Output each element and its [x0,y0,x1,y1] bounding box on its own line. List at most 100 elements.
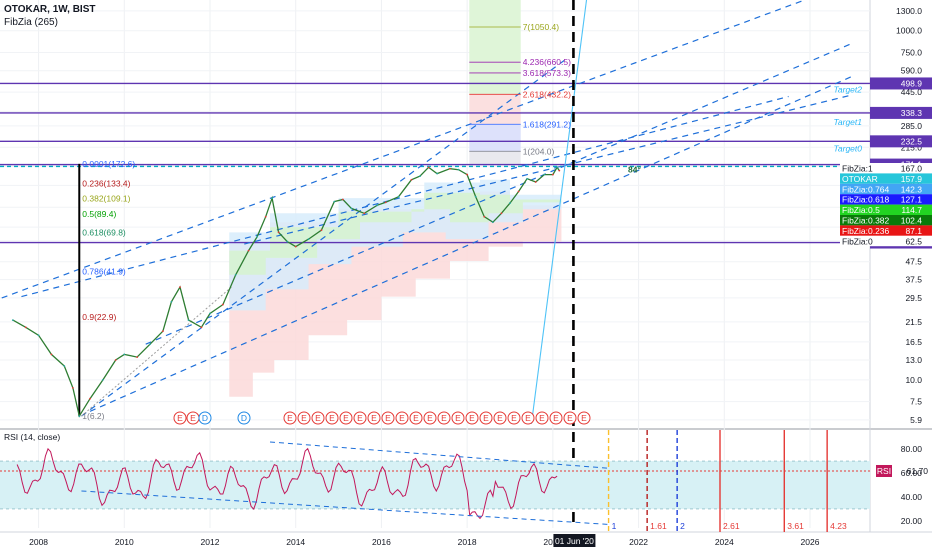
purple-tag: 232.5 [901,136,923,146]
price-point [256,235,259,238]
fib-ext-label: 2.618(432.2) [523,89,571,99]
event-badge-circle [311,411,325,425]
rsi-tick: 20.00 [901,516,923,526]
event-badge-circle [381,411,395,425]
rsi-pane: 1 1.61 2 2.61 3.61 4.23 80.00 60.00 40.00 20.00 RS… [0,430,928,532]
event-badge: E [186,411,200,425]
rsi-line [16,447,558,520]
event-badge: E [423,411,437,425]
price-tag-name: FibZia:0.236 [842,226,890,236]
fib-ext-label: 4.236(660.5) [523,57,571,67]
year-tick: 2024 [715,537,734,547]
year-tick: 2012 [201,537,220,547]
event-badge-circle [395,411,409,425]
time-axis: 2008 2010 2012 2014 2016 2018 2020 2022 2024 2026… [29,534,820,547]
event-badge-text: E [567,413,573,423]
rsi-tag-value: 61.70 [907,466,929,476]
price-point [534,181,537,183]
price-point [221,303,224,306]
event-badge-text: E [511,413,517,423]
event-badge-text: D [241,413,247,423]
price-point [397,195,400,198]
event-badge-text: E [329,413,335,423]
time-mark-label: 3.61 [787,521,804,531]
event-badge-circle [283,411,297,425]
price-tag-bg [840,204,932,215]
price-tick: 1000.0 [896,26,922,36]
event-badge-circle [535,411,549,425]
price-point [294,245,297,248]
event-badge-text: E [315,413,321,423]
price-point [234,273,237,276]
event-badge: E [535,411,549,425]
price-tag-value: 62.5 [905,236,922,246]
price-point [78,415,81,418]
time-mark-label: 2 [680,521,685,531]
price-tag-name: FibZia:0.618 [842,195,890,205]
fib-ext-label: 1.618(291.2) [523,119,571,129]
price-point [558,169,561,172]
fibzia-band-1 [229,179,562,355]
event-badge: E [283,411,297,425]
price-point [63,365,66,367]
price-point [449,167,451,170]
price-point [11,319,14,321]
fib-label: 0.236(133.4) [82,178,130,188]
event-badge-circle [479,411,493,425]
fib-labels: 0.0001(172.6) 0.236(133.4) 0.382(109.1) 0.5… [82,22,862,425]
event-badge-circle [297,411,311,425]
event-badge-circle [173,411,187,425]
price-point [123,353,126,356]
event-badge-text: E [177,413,183,423]
angle-label: 84° [628,165,641,175]
year-tick: 2022 [629,537,648,547]
price-point [526,177,529,180]
price-tick: 590.0 [901,66,923,76]
price-point [500,212,503,215]
event-badge: E [367,411,381,425]
dotted-line [81,286,232,417]
price-point [24,326,27,329]
price-tick: 13.0 [905,355,922,365]
overlay-lines [0,0,870,528]
price-tick: 445.0 [901,87,923,97]
price-point [264,215,267,218]
date-marker-bg [553,534,596,547]
price-tag-bg [840,225,932,236]
event-badge-text: E [413,413,419,423]
event-badge: E [465,411,479,425]
price-point [384,201,387,204]
rsi-tick: 40.00 [901,492,923,502]
event-badge-circle [521,411,535,425]
event-badge-circle [465,411,479,425]
price-point [114,359,117,361]
price-tag-name: FibZia:0.5 [842,205,880,215]
rsi-trend-bottom [81,490,609,525]
purple-tag-bg [870,106,932,119]
price-point [200,326,203,329]
price-point [556,166,559,169]
event-badge-circle [198,411,212,425]
time-mark-label: 4.23 [830,521,847,531]
price-point [247,249,250,252]
price-tag-bg [840,183,932,195]
trend-line-2 [89,75,854,412]
fib-ext-label: 1(204.0) [523,146,555,156]
event-badge: E [549,411,563,425]
purple-tag-bg [870,77,932,90]
price-tick: 29.5 [905,293,922,303]
price-tick: 750.0 [901,48,923,58]
price-point [363,212,366,215]
event-badge-circle [563,411,577,425]
event-badge: E [353,411,367,425]
price-point [457,168,460,171]
price-point [161,330,164,333]
event-badge: D [237,411,251,425]
target-label: Target1 [833,117,862,127]
price-tag-value: 87.1 [905,226,922,236]
price-tag-value: 157.9 [901,174,923,184]
price-tick: 10.0 [905,375,922,385]
price-point [307,238,310,241]
event-badge-text: E [371,413,377,423]
